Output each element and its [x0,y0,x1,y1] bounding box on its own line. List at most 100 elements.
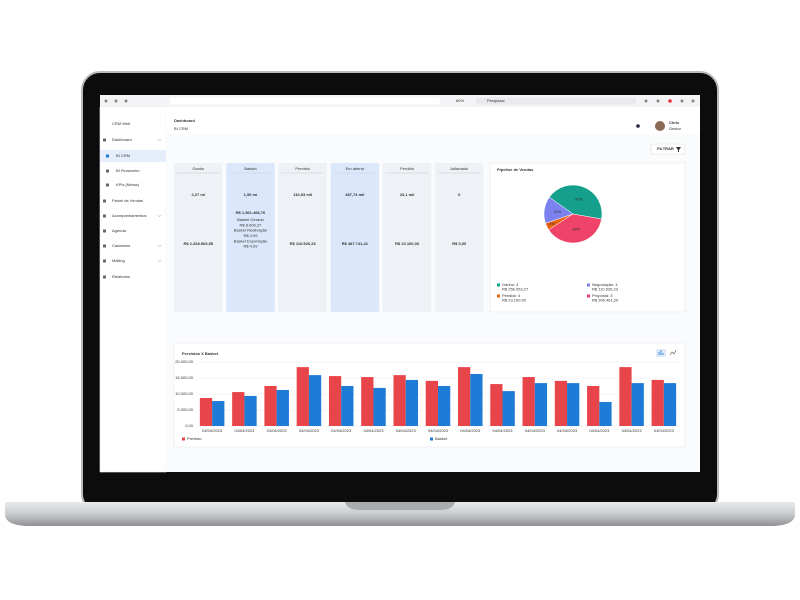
bar [199,398,213,426]
menu-icon [106,154,109,158]
legend-label[interactable]: Previsto [187,436,202,441]
menu-item[interactable]: Agenda [112,228,127,233]
legend-amount: R$ 110.526,23 [592,287,619,292]
menu-item[interactable]: BI Financeiro [116,168,140,173]
bar [631,383,644,426]
x-tick-label: 04/04/2023 [460,428,481,433]
kpi-title: Ganho [192,166,205,171]
search-box[interactable] [476,97,636,105]
avatar[interactable] [655,121,665,131]
bar [393,375,406,426]
browser-icons [104,99,695,103]
menu-icon [103,229,106,233]
kpi-value: 0 [458,192,461,197]
kpi-detail: Basket Reativação [234,228,268,233]
search-placeholder: Pesquisar [487,98,505,103]
kpi-value: 1,56 mi [244,192,258,197]
bar [599,402,612,426]
filter-button[interactable] [650,143,686,155]
legend-swatch [430,437,433,441]
menu-item[interactable]: Acompanhamentos [112,213,146,218]
legend-label[interactable]: Basket [435,436,448,441]
x-tick-label: 04/04/2023 [654,428,675,433]
kpi-amount: R$ 23.100,00 [395,241,420,246]
kpi-title: Perdido [400,166,415,171]
kpi-amount: R$ 487.741,41 [342,241,369,246]
chevron [157,139,162,142]
kpi-detail: R$ 4,99 [243,233,258,238]
pie-label: 15% [553,209,561,214]
bar [567,383,580,426]
menu-icon [103,214,106,218]
menu-item[interactable]: BI CRM [116,153,130,158]
menu-item[interactable]: Mailing [112,258,125,263]
x-tick-label: 04/04/2023 [622,428,643,433]
bar [425,380,438,426]
kpi-amount: R$ 1.561.468,76 [236,210,266,215]
bar [232,392,245,426]
chevron [157,260,162,263]
bar [490,384,503,426]
kpi-card [330,163,380,312]
notch [345,502,455,510]
pie-label: 38% [572,227,580,232]
x-tick-label: 04/04/2023 [267,428,288,433]
menu-item[interactable]: Painel de Vendas [112,198,143,203]
chart-title: Previstos X Basket [182,351,219,356]
menu-icon [103,275,106,279]
kpi-title: Em aberto [346,166,365,171]
pie-slice [548,213,602,244]
page-subtitle: BI CRM [174,126,188,131]
user-role: Gestor [669,126,682,131]
active-item [100,150,166,162]
x-tick-label: 04/04/2023 [234,428,255,433]
x-tick-label: 04/04/2023 [493,428,514,433]
bell[interactable] [636,124,640,128]
x-tick-label: 04/04/2023 [396,428,417,433]
menu-item[interactable]: KPIs (Metas) [116,182,140,187]
bar [244,395,257,426]
bar [534,383,548,426]
bar [651,379,664,426]
kpi-detail: Basket Exportação [234,238,268,243]
brand: CRM Web [112,121,131,126]
chevron [157,215,162,218]
menu-item[interactable]: Dashboard [112,137,132,142]
x-tick-label: 04/04/2023 [331,428,352,433]
laptop-base [5,502,795,526]
legend-amount: R$ 23.100,00 [502,298,527,303]
legend-swatch [497,294,500,298]
kpi-detail: R$ 8.609,37 [240,222,263,227]
y-tick-label: 20.000,00 [175,359,194,364]
bar-icon [658,350,664,355]
menu-item[interactable]: Cadastros [112,243,130,248]
bar [470,374,483,426]
kpi-title: Adiantado [450,166,469,171]
kpi-detail: R$ 4,09 [243,244,258,249]
bar [361,377,374,426]
menu-icon [106,169,109,173]
bar [587,386,600,426]
url-bar[interactable] [170,97,440,105]
line-toggle[interactable] [669,349,677,356]
x-tick-label: 04/04/2023 [557,428,578,433]
legend-label: Proposta: 3 [592,293,613,298]
kpi-amount: R$ 0,00 [452,241,467,246]
bar [276,390,289,426]
kpi-card [226,163,275,312]
kpi-card [278,163,327,312]
bar [438,386,451,426]
kpi-title: Previsto [295,166,310,171]
menu-icon [103,244,106,248]
sidebar [99,106,167,473]
bar [328,376,342,426]
zoom: 80% [456,98,464,103]
bar [522,377,535,426]
legend-amount: R$ 256.053,27 [502,287,529,292]
kpi-value: 23,1 mil [400,192,415,197]
x-tick-label: 04/04/2023 [363,428,384,433]
menu-item[interactable]: Relatórios [112,274,130,279]
legend-swatch [587,294,590,298]
y-tick-label: 15.000,00 [175,375,194,380]
